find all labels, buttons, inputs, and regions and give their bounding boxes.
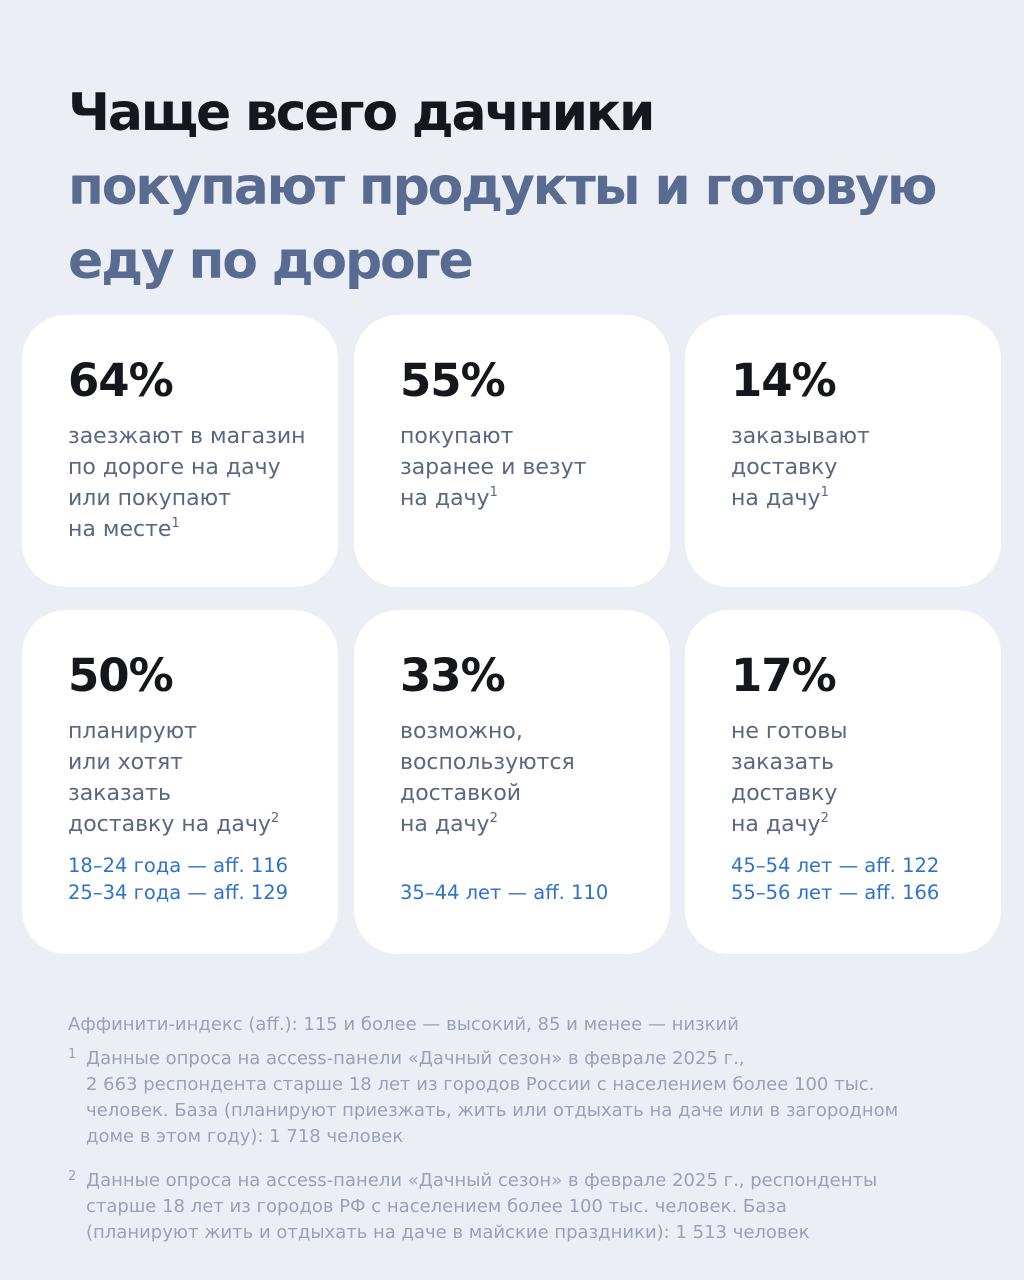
stat-description: не готовы заказать доставку на дачу2 bbox=[731, 716, 1001, 840]
stat-description-line: или хотят bbox=[68, 750, 183, 775]
stat-description-line: на дачу2 bbox=[731, 811, 829, 837]
stat-description-line: доставкой bbox=[400, 781, 522, 806]
stat-description-line: доставку bbox=[731, 781, 838, 806]
stat-card-3: 14% заказывают доставку на дачу1 bbox=[685, 315, 1001, 587]
stat-description-line: заезжают в магазин bbox=[68, 424, 306, 449]
footnote-ref: 1 bbox=[489, 485, 498, 500]
page-title: Чаще всего дачники покупают продукты и г… bbox=[68, 76, 998, 298]
stat-percent: 64% bbox=[68, 354, 174, 407]
stat-description-line: возможно, bbox=[400, 719, 523, 744]
stat-card-4: 50% планируют или хотят заказать доставк… bbox=[22, 610, 338, 954]
stat-description: заезжают в магазин по дороге на дачу или… bbox=[68, 421, 338, 545]
footnote-mark: 2 bbox=[68, 1169, 77, 1184]
stat-description-line: заказать bbox=[731, 750, 834, 775]
stat-description-line: на дачу1 bbox=[731, 485, 829, 511]
stat-description-line: или покупают bbox=[68, 486, 232, 511]
footnote-line: (планируют жить и отдыхать на даче в май… bbox=[86, 1222, 810, 1243]
footnote-ref: 2 bbox=[270, 811, 280, 826]
affinity-note: Аффинити-индекс (aff.): 115 и более — вы… bbox=[68, 1014, 739, 1035]
footnote-line: Данные опроса на access-панели «Дачный с… bbox=[86, 1170, 878, 1191]
footnote-ref: 2 bbox=[489, 811, 498, 826]
footnote-1: 1 Данные опроса на access-панели «Дачный… bbox=[68, 1046, 968, 1150]
affinity-item: 18–24 года — aff. 116 bbox=[68, 854, 289, 877]
stat-description-line: покупают bbox=[400, 424, 514, 449]
footnote-line: Данные опроса на access-панели «Дачный с… bbox=[86, 1048, 745, 1069]
affinity-item: 25–34 года — aff. 129 bbox=[68, 881, 289, 904]
stat-description: возможно, воспользуются доставкой на дач… bbox=[400, 716, 670, 840]
stat-card-5: 33% возможно, воспользуются доставкой на… bbox=[354, 610, 670, 954]
footnote-line: 2 663 респондента старше 18 лет из город… bbox=[86, 1074, 875, 1095]
affinity-item: 45–54 лет — aff. 122 bbox=[731, 854, 940, 877]
footnote-ref: 2 bbox=[820, 811, 829, 826]
stat-percent: 50% bbox=[68, 649, 174, 702]
title-line-1: Чаще всего дачники bbox=[68, 83, 655, 143]
footnote-mark: 1 bbox=[68, 1047, 77, 1062]
footnote-ref: 1 bbox=[171, 516, 180, 531]
stat-description-line: не готовы bbox=[731, 719, 848, 744]
affinity-list: 35–44 лет — aff. 110 bbox=[400, 879, 608, 906]
stat-card-1: 64% заезжают в магазин по дороге на дачу… bbox=[22, 315, 338, 587]
stat-description: покупают заранее и везут на дачу1 bbox=[400, 421, 670, 514]
stat-percent: 55% bbox=[400, 354, 506, 407]
stat-description-line: на дачу2 bbox=[400, 811, 498, 837]
stat-description: заказывают доставку на дачу1 bbox=[731, 421, 1001, 514]
footnote-body: Данные опроса на access-панели «Дачный с… bbox=[86, 1168, 968, 1246]
title-line-3: еду по дороге bbox=[68, 231, 474, 291]
stat-percent: 14% bbox=[731, 354, 837, 407]
stat-description-line: на месте1 bbox=[68, 516, 180, 542]
stat-description-line: заранее и везут bbox=[400, 455, 587, 480]
stat-description: планируют или хотят заказать доставку на… bbox=[68, 716, 338, 840]
footnote-2: 2 Данные опроса на access-панели «Дачный… bbox=[68, 1168, 968, 1246]
stat-description-line: заказать bbox=[68, 781, 171, 806]
title-line-2: покупают продукты и готовую bbox=[68, 157, 937, 217]
affinity-item: 35–44 лет — aff. 110 bbox=[400, 881, 609, 904]
footnote-line: человек. База (планируют приезжать, жить… bbox=[86, 1100, 899, 1121]
stat-description-line: доставку bbox=[731, 455, 838, 480]
affinity-item: 55–56 лет — aff. 166 bbox=[731, 881, 940, 904]
footnote-line: доме в этом году): 1 718 человек bbox=[86, 1126, 404, 1147]
stat-card-6: 17% не готовы заказать доставку на дачу2… bbox=[685, 610, 1001, 954]
stat-description-line: на дачу1 bbox=[400, 485, 498, 511]
stat-percent: 17% bbox=[731, 649, 837, 702]
stat-description-line: по дороге на дачу bbox=[68, 455, 281, 480]
stat-description-line: воспользуются bbox=[400, 750, 575, 775]
affinity-list: 45–54 лет — aff. 122 55–56 лет — aff. 16… bbox=[731, 852, 939, 906]
footnote-body: Данные опроса на access-панели «Дачный с… bbox=[86, 1046, 968, 1150]
stat-description-line: доставку на дачу2 bbox=[68, 811, 280, 837]
stat-percent: 33% bbox=[400, 649, 506, 702]
footnote-ref: 1 bbox=[820, 485, 829, 500]
footnote-line: старше 18 лет из городов РФ с населением… bbox=[86, 1196, 787, 1217]
affinity-list: 18–24 года — aff. 116 25–34 года — aff. … bbox=[68, 852, 288, 906]
stat-description-line: заказывают bbox=[731, 424, 870, 449]
stat-description-line: планируют bbox=[68, 719, 197, 744]
stat-card-2: 55% покупают заранее и везут на дачу1 bbox=[354, 315, 670, 587]
